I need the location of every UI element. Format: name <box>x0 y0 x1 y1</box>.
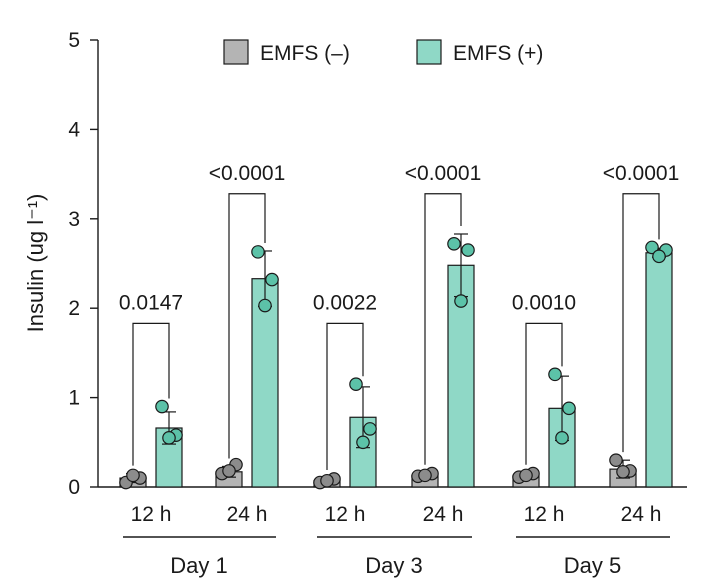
emfs-pos-data-point <box>349 377 363 391</box>
emfs-neg-data-point <box>320 473 334 488</box>
emfs-pos-data-point <box>363 422 377 436</box>
y-axis-label: Insulin (ug l⁻¹) <box>23 194 48 333</box>
emfs-pos-data-point <box>356 435 370 450</box>
legend-swatch <box>416 39 442 65</box>
emfs-neg-data-point <box>609 453 623 467</box>
plot-area: 0 1 2 3 4 5 EMFS (–) EMFS (+) 0.0147 12 h <0.0001 2… <box>68 29 687 578</box>
x-tick-label: 24 h <box>227 503 268 526</box>
emfs-pos-data-point <box>652 249 666 264</box>
x-tick-label: 24 h <box>621 503 662 526</box>
x-tick-label: 24 h <box>423 503 464 526</box>
group-label: Day 1 <box>170 553 227 578</box>
p-value-label: <0.0001 <box>209 162 286 185</box>
y-tick-label: 0 <box>68 476 80 499</box>
emfs-pos-data-point <box>258 298 272 313</box>
significance-bracket <box>132 322 170 466</box>
p-value-label: <0.0001 <box>405 162 482 185</box>
p-value-label: 0.0147 <box>119 291 183 314</box>
emfs-pos-data-point <box>155 399 169 414</box>
emfs-pos-data-point <box>454 294 468 308</box>
emfs-neg-data-point <box>418 468 432 483</box>
emfs-pos-data-point <box>162 431 176 445</box>
emfs-pos-data-point <box>265 272 279 287</box>
emfs-pos-data-point <box>251 245 265 259</box>
p-value-label: <0.0001 <box>603 162 680 185</box>
emfs-pos-data-point <box>645 240 659 255</box>
emfs-pos-data-point <box>447 237 461 251</box>
emfs-neg-data-point <box>519 468 533 483</box>
significance-bracket <box>326 322 364 471</box>
legend-label: EMFS (–) <box>260 42 350 65</box>
p-value-label: 0.0022 <box>313 291 377 314</box>
significance-bracket <box>424 193 462 465</box>
y-tick-label: 2 <box>68 297 80 320</box>
group-label: Day 5 <box>564 553 621 578</box>
significance-bracket <box>622 193 660 453</box>
emfs-pos-data-point <box>461 243 475 257</box>
y-tick-label: 4 <box>68 118 80 141</box>
emfs-pos-data-point <box>562 401 576 416</box>
significance-bracket <box>525 322 563 465</box>
emfs-neg-data-point <box>222 464 236 478</box>
y-tick-label: 5 <box>68 29 80 52</box>
p-value-label: 0.0010 <box>512 291 576 314</box>
legend-label: EMFS (+) <box>453 42 543 65</box>
emfs-pos-data-point <box>555 431 569 445</box>
group-label: Day 3 <box>365 553 422 578</box>
emfs-pos-bar <box>645 252 673 488</box>
x-tick-label: 12 h <box>131 503 172 526</box>
emfs-neg-data-point <box>126 468 140 483</box>
y-tick-label: 1 <box>68 387 80 410</box>
significance-bracket <box>228 193 266 459</box>
legend-swatch <box>223 39 249 65</box>
y-tick-label: 3 <box>68 208 80 231</box>
x-tick-label: 12 h <box>325 503 366 526</box>
emfs-pos-data-point <box>548 367 562 382</box>
x-tick-label: 12 h <box>524 503 565 526</box>
emfs-neg-data-point <box>616 465 630 479</box>
